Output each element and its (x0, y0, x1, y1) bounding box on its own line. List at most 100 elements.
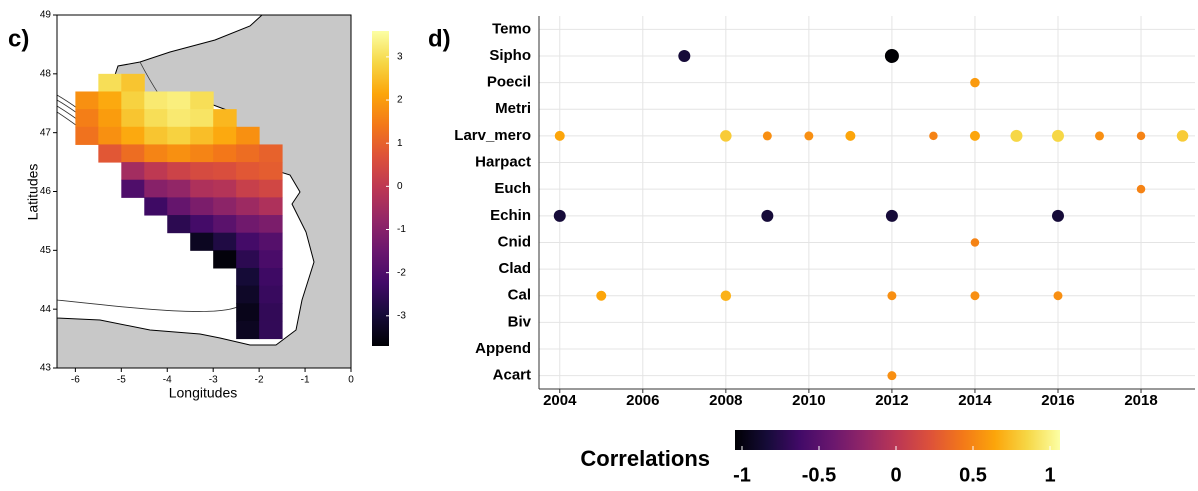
grid-cell (98, 73, 122, 92)
point (887, 371, 897, 381)
y-tick-label: Append (475, 340, 531, 357)
grid-cell (190, 197, 214, 216)
point (1051, 209, 1064, 222)
grid-cell (190, 144, 214, 163)
grid-cell (144, 197, 168, 216)
y-tick-label: 49 (40, 10, 52, 21)
grid-cell (167, 215, 191, 234)
grid-cell (259, 303, 283, 322)
colorbar (372, 31, 389, 346)
point (1136, 184, 1146, 194)
grid-cell (190, 91, 214, 110)
grid-cell (236, 232, 260, 251)
y-tick-label: Poecil (487, 74, 531, 91)
x-tick-label: -3 (209, 375, 218, 386)
point (1051, 129, 1064, 142)
point (885, 209, 898, 222)
grid-cell (190, 162, 214, 181)
grid-cell (121, 162, 145, 181)
grid-cell (167, 179, 191, 198)
y-tick-label: Cal (508, 287, 531, 304)
grid-cell (236, 144, 260, 163)
y-tick-label: Cnid (498, 233, 531, 250)
colorbar-tick-label: 0 (397, 181, 403, 192)
colorbar (735, 430, 1060, 450)
y-tick-label: Echin (490, 207, 531, 224)
colorbar-tick-label: 3 (397, 52, 403, 63)
grid-cell (236, 303, 260, 322)
grid-cell (236, 162, 260, 181)
point (970, 291, 980, 301)
grid-cell (259, 144, 283, 163)
grid-cell (167, 197, 191, 216)
y-tick-label: 47 (40, 127, 52, 138)
x-tick-label: -4 (163, 375, 172, 386)
grid-cell (259, 197, 283, 216)
grid-cell (259, 215, 283, 234)
grid-cell (190, 179, 214, 198)
x-tick-label: -2 (255, 375, 264, 386)
grid-cell (213, 215, 237, 234)
colorbar-title: Correlations (580, 446, 710, 471)
grid-cell (75, 109, 99, 128)
point (720, 290, 732, 301)
point (884, 48, 899, 63)
grid-cell (236, 267, 260, 287)
grid-cell (121, 109, 145, 128)
y-tick-label: Acart (493, 367, 531, 384)
x-tick-label: 2016 (1041, 392, 1074, 409)
heatmap-cells (75, 73, 283, 340)
y-axis-title: Latitudes (25, 164, 41, 221)
y-tick-label: 45 (40, 245, 52, 256)
grid-cell (75, 126, 99, 145)
x-tick-label: 0 (348, 375, 354, 386)
y-tick-label: Euch (494, 180, 531, 197)
grid-cell (167, 126, 191, 145)
colorbar-tick-label: 1 (397, 138, 403, 149)
colorbar-tick-label: 1 (1044, 464, 1055, 486)
grid-cell (259, 267, 283, 287)
grid-cell (98, 109, 122, 128)
grid-cell (213, 126, 237, 145)
y-tick-label: Sipho (489, 47, 531, 64)
x-tick-label: 2012 (875, 392, 908, 409)
point (678, 49, 691, 62)
y-tick-label: 43 (40, 363, 52, 374)
grid-cell (213, 144, 237, 163)
x-tick-label: 2006 (626, 392, 659, 409)
colorbar-tick-label: -1 (733, 464, 751, 486)
grid-cell (236, 250, 260, 269)
grid-cell (144, 144, 168, 163)
grid-cell (144, 179, 168, 198)
x-tick-label: 2018 (1124, 392, 1157, 409)
colorbar-tick-label: 0 (890, 464, 901, 486)
point (762, 131, 772, 141)
point (969, 130, 980, 141)
point (1136, 131, 1146, 141)
point (1010, 129, 1023, 142)
grid-cell (144, 162, 168, 181)
grid-cell (213, 232, 237, 251)
grid-cell (98, 144, 122, 163)
grid-cell (236, 320, 260, 340)
point (804, 131, 814, 141)
y-tick-label: Temo (492, 20, 531, 37)
grid-cell (121, 91, 145, 110)
grid-cell (213, 109, 237, 128)
x-tick-label: 2010 (792, 392, 825, 409)
panel-label: d) (428, 25, 451, 52)
y-tick-label: Clad (498, 260, 531, 277)
y-tick-label: 48 (40, 68, 52, 79)
grid-cell (236, 285, 260, 304)
colorbar-tick-label: -2 (397, 267, 406, 278)
y-tick-label: Larv_mero (454, 127, 531, 144)
grid-cell (213, 250, 237, 269)
grid-cell (144, 91, 168, 110)
colorbar-tick-label: -3 (397, 310, 406, 321)
grid-cell (190, 109, 214, 128)
grid-cell (213, 197, 237, 216)
point (970, 238, 980, 247)
grid-cell (144, 126, 168, 145)
y-tick-label: Metri (495, 100, 531, 117)
